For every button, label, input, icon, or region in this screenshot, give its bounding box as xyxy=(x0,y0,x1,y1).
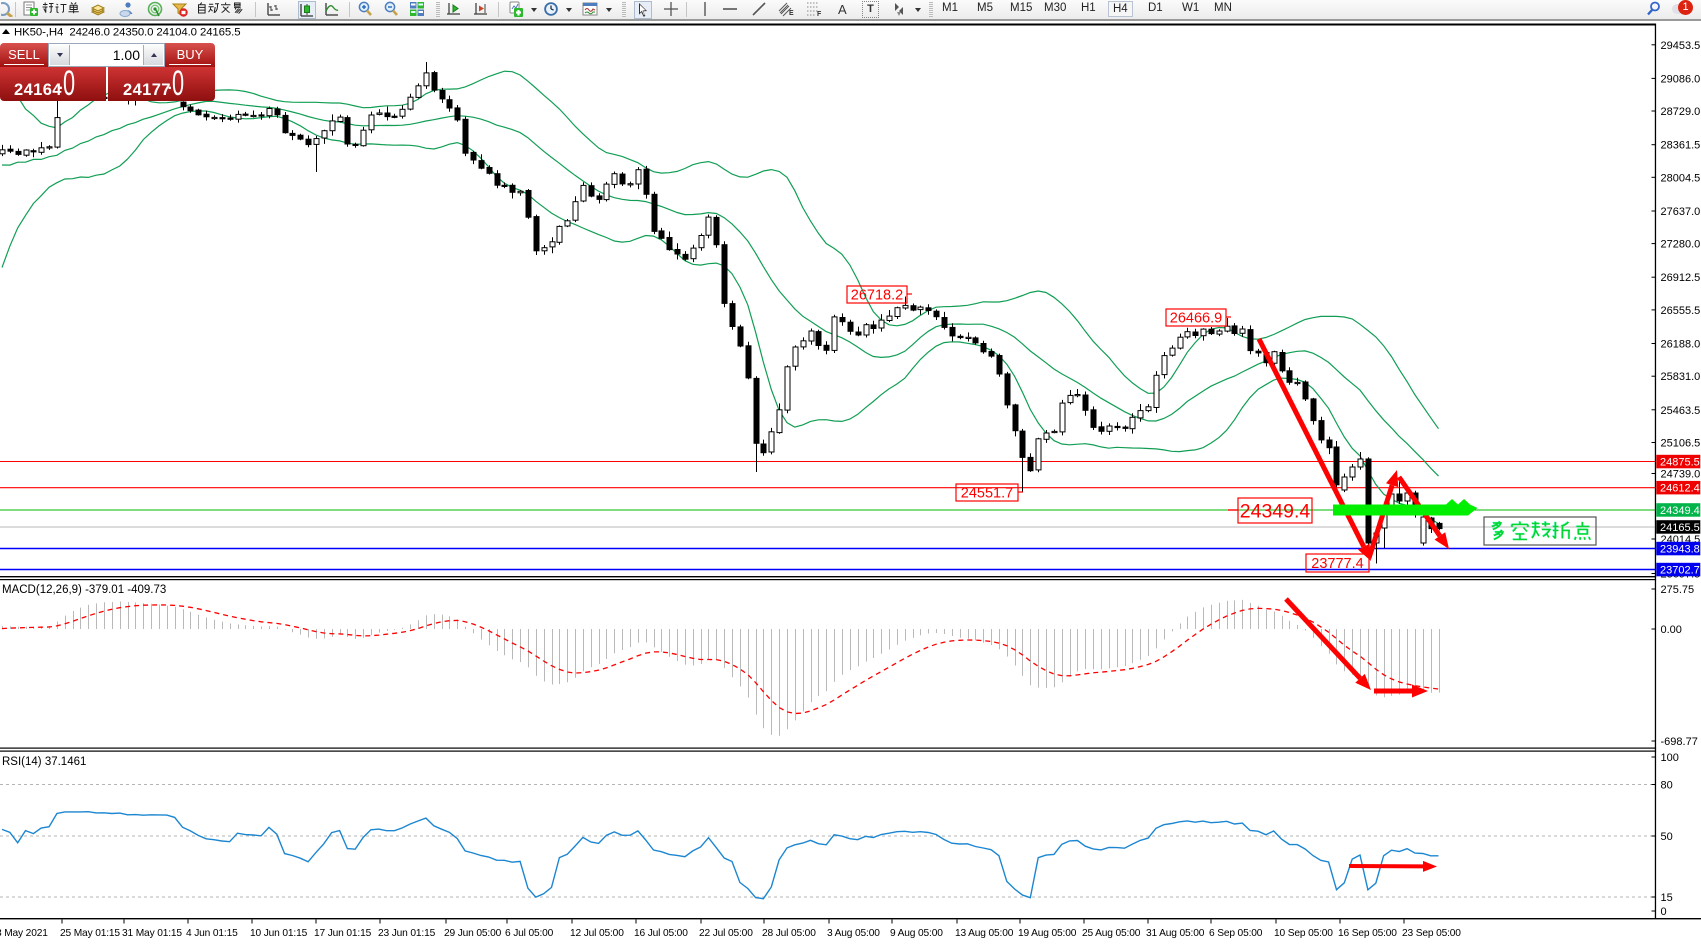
svg-text:80: 80 xyxy=(1661,780,1673,792)
svg-text:10 Jun 01:15: 10 Jun 01:15 xyxy=(250,928,308,939)
svg-text:31 May 01:15: 31 May 01:15 xyxy=(122,928,182,939)
svg-text:25 Aug 05:00: 25 Aug 05:00 xyxy=(1082,928,1141,939)
svg-text:28361.5: 28361.5 xyxy=(1661,140,1701,152)
svg-text:26912.5: 26912.5 xyxy=(1661,272,1701,284)
svg-text:24349.4: 24349.4 xyxy=(1240,501,1311,523)
svg-text:31 Aug 05:00: 31 Aug 05:00 xyxy=(1146,928,1205,939)
svg-text:10 Sep 05:00: 10 Sep 05:00 xyxy=(1274,928,1333,939)
svg-text:24349.4: 24349.4 xyxy=(1660,505,1700,517)
svg-text:16 Sep 05:00: 16 Sep 05:00 xyxy=(1338,928,1397,939)
svg-text:25831.0: 25831.0 xyxy=(1661,371,1701,383)
svg-text:23 Jun 01:15: 23 Jun 01:15 xyxy=(378,928,436,939)
svg-text:16 Jul 05:00: 16 Jul 05:00 xyxy=(634,928,688,939)
svg-text:19 Aug 05:00: 19 Aug 05:00 xyxy=(1018,928,1077,939)
svg-text:29 Jun 05:00: 29 Jun 05:00 xyxy=(444,928,502,939)
svg-text:26188.0: 26188.0 xyxy=(1661,339,1701,351)
svg-text:HK50-,H4 24246.0 24350.0 2410: HK50-,H4 24246.0 24350.0 24104.0 24165.5 xyxy=(14,27,240,39)
svg-text:23702.7: 23702.7 xyxy=(1660,565,1700,577)
svg-text:17 Jun 01:15: 17 Jun 01:15 xyxy=(314,928,372,939)
svg-text:RSI(14) 37.1461: RSI(14) 37.1461 xyxy=(2,756,86,768)
svg-text:6 Jul 05:00: 6 Jul 05:00 xyxy=(505,928,554,939)
svg-text:24875.5: 24875.5 xyxy=(1660,457,1700,469)
svg-text:24551.7: 24551.7 xyxy=(961,486,1013,502)
svg-text:23 Sep 05:00: 23 Sep 05:00 xyxy=(1402,928,1461,939)
svg-text:27280.0: 27280.0 xyxy=(1661,239,1701,251)
svg-text:24612.4: 24612.4 xyxy=(1660,483,1700,495)
svg-text:4 Jun 01:15: 4 Jun 01:15 xyxy=(186,928,238,939)
svg-text:MACD(12,26,9) -379.01 -409.73: MACD(12,26,9) -379.01 -409.73 xyxy=(2,584,166,596)
svg-text:28004.5: 28004.5 xyxy=(1661,172,1701,184)
svg-text:9 Aug 05:00: 9 Aug 05:00 xyxy=(890,928,943,939)
svg-text:29453.5: 29453.5 xyxy=(1661,40,1701,52)
svg-text:275.75: 275.75 xyxy=(1661,584,1695,596)
svg-text:24739.0: 24739.0 xyxy=(1661,469,1701,481)
svg-text:27637.0: 27637.0 xyxy=(1661,206,1701,218)
svg-text:26555.5: 26555.5 xyxy=(1661,305,1701,317)
svg-text:23943.8: 23943.8 xyxy=(1660,544,1700,556)
svg-text:24165.5: 24165.5 xyxy=(1660,522,1700,534)
svg-text:25463.5: 25463.5 xyxy=(1661,405,1701,417)
svg-text:100: 100 xyxy=(1661,752,1679,764)
svg-text:0.00: 0.00 xyxy=(1661,624,1682,636)
svg-text:28729.0: 28729.0 xyxy=(1661,106,1701,118)
svg-text:8 May 2021: 8 May 2021 xyxy=(0,928,48,939)
svg-text:E: E xyxy=(789,10,794,17)
svg-text:25 May 01:15: 25 May 01:15 xyxy=(60,928,120,939)
svg-text:26718.2: 26718.2 xyxy=(851,288,903,304)
svg-text:12 Jul 05:00: 12 Jul 05:00 xyxy=(570,928,624,939)
svg-text:23777.4: 23777.4 xyxy=(1311,556,1363,572)
svg-text:3 Aug 05:00: 3 Aug 05:00 xyxy=(827,928,880,939)
svg-text:22 Jul 05:00: 22 Jul 05:00 xyxy=(699,928,753,939)
svg-text:50: 50 xyxy=(1661,831,1673,843)
svg-text:13 Aug 05:00: 13 Aug 05:00 xyxy=(955,928,1014,939)
svg-text:15: 15 xyxy=(1661,892,1673,904)
svg-text:25106.5: 25106.5 xyxy=(1661,438,1701,450)
svg-text:0: 0 xyxy=(1661,906,1667,918)
svg-text:-698.77: -698.77 xyxy=(1661,736,1698,748)
svg-text:26466.9: 26466.9 xyxy=(1170,311,1222,327)
svg-text:29086.0: 29086.0 xyxy=(1661,73,1701,85)
svg-text:F: F xyxy=(817,11,822,17)
svg-text:28 Jul 05:00: 28 Jul 05:00 xyxy=(762,928,816,939)
svg-text:6 Sep 05:00: 6 Sep 05:00 xyxy=(1209,928,1263,939)
